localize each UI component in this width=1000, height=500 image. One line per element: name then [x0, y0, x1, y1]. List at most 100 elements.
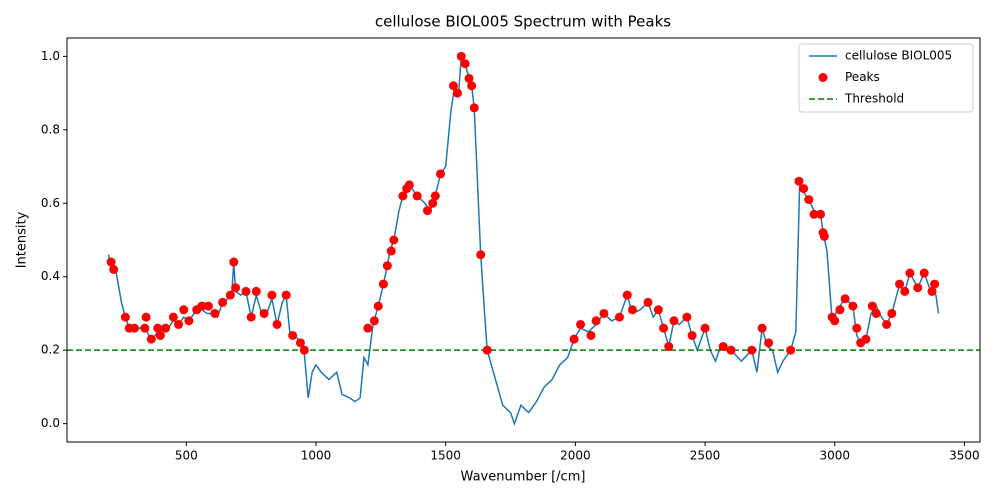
y-tick-label: 0.6	[41, 196, 60, 210]
legend-label: cellulose BIOL005	[845, 49, 952, 63]
peak-point	[653, 305, 663, 315]
peak-point	[830, 316, 840, 326]
peak-point	[412, 191, 422, 201]
peak-point	[456, 51, 466, 61]
peak-point	[664, 342, 674, 352]
peak-point	[718, 342, 728, 352]
peak-point	[398, 191, 408, 201]
peak-point	[726, 345, 736, 355]
x-tick-label: 1000	[301, 449, 332, 463]
peak-point	[378, 279, 388, 289]
peak-point	[168, 312, 178, 322]
peak-point	[218, 297, 228, 307]
y-tick-label: 1.0	[41, 49, 60, 63]
peak-point	[281, 290, 291, 300]
peak-point	[428, 198, 438, 208]
peak-point	[203, 301, 213, 311]
plot-area	[67, 51, 980, 426]
y-tick-label: 0.0	[41, 416, 60, 430]
peak-point	[299, 345, 309, 355]
peak-point	[423, 206, 433, 216]
peak-point	[852, 323, 862, 333]
peak-point	[815, 209, 825, 219]
peak-point	[867, 301, 877, 311]
peak-point	[643, 297, 653, 307]
peak-point	[288, 330, 298, 340]
plot-frame	[66, 37, 981, 443]
chart-title: cellulose BIOL005 Spectrum with Peaks	[375, 13, 671, 31]
x-tick-label: 2000	[560, 449, 591, 463]
peak-point	[700, 323, 710, 333]
x-tick-label: 3000	[819, 449, 850, 463]
peak-point	[467, 81, 477, 91]
peak-point	[895, 279, 905, 289]
peak-point	[246, 312, 256, 322]
peak-point	[272, 319, 282, 329]
peak-point	[146, 334, 156, 344]
peak-point	[469, 103, 479, 113]
peak-point	[404, 180, 414, 190]
y-tick-label: 0.4	[41, 269, 60, 283]
peak-point	[861, 334, 871, 344]
peak-point	[452, 88, 462, 98]
peak-point	[106, 257, 116, 267]
peak-point	[882, 319, 892, 329]
peak-point	[197, 301, 207, 311]
peak-point	[448, 81, 458, 91]
peak-point	[682, 312, 692, 322]
peak-point	[174, 319, 184, 329]
peak-point	[614, 312, 624, 322]
peak-point	[482, 345, 492, 355]
peak-point	[819, 231, 829, 241]
peak-point	[591, 316, 601, 326]
peak-point	[804, 195, 814, 205]
legend-label: Threshold	[844, 92, 904, 106]
peak-point	[599, 308, 609, 318]
peak-point	[464, 73, 474, 83]
peak-point	[848, 301, 858, 311]
peak-point	[786, 345, 796, 355]
peak-point	[460, 59, 470, 69]
peak-point	[747, 345, 757, 355]
peak-point	[794, 176, 804, 186]
peak-point	[161, 323, 171, 333]
peak-point	[835, 305, 845, 315]
peak-point	[669, 316, 679, 326]
peak-point	[436, 169, 445, 179]
x-tick-label: 1500	[430, 449, 461, 463]
peak-point	[913, 283, 923, 293]
peak-point	[887, 308, 897, 318]
y-tick-label: 0.8	[41, 122, 60, 136]
peak-point	[764, 338, 774, 348]
legend-swatch	[818, 73, 828, 82]
peak-point	[927, 286, 937, 296]
peak-point	[389, 235, 399, 245]
peak-point	[569, 334, 579, 344]
peak-point	[210, 308, 220, 318]
legend-label: Peaks	[845, 70, 880, 84]
peak-point	[363, 323, 373, 333]
peak-point	[809, 209, 819, 219]
peak-point	[141, 312, 151, 322]
peak-point	[840, 294, 850, 304]
peak-point	[109, 264, 119, 274]
x-tick-label: 3500	[949, 449, 980, 463]
peak-point	[900, 286, 910, 296]
peak-point	[179, 305, 189, 315]
peak-point	[229, 257, 239, 267]
peak-point	[476, 250, 486, 260]
peak-point	[905, 268, 915, 278]
peak-point	[140, 323, 150, 333]
peak-point	[373, 301, 383, 311]
peak-point	[687, 330, 697, 340]
peak-point	[267, 290, 277, 300]
peak-point	[382, 261, 392, 271]
peak-point	[430, 191, 440, 201]
peak-point	[757, 323, 767, 333]
peak-point	[622, 290, 632, 300]
x-tick-label: 500	[175, 449, 198, 463]
peak-point	[225, 290, 235, 300]
peak-point	[259, 308, 269, 318]
peak-point	[184, 316, 194, 326]
